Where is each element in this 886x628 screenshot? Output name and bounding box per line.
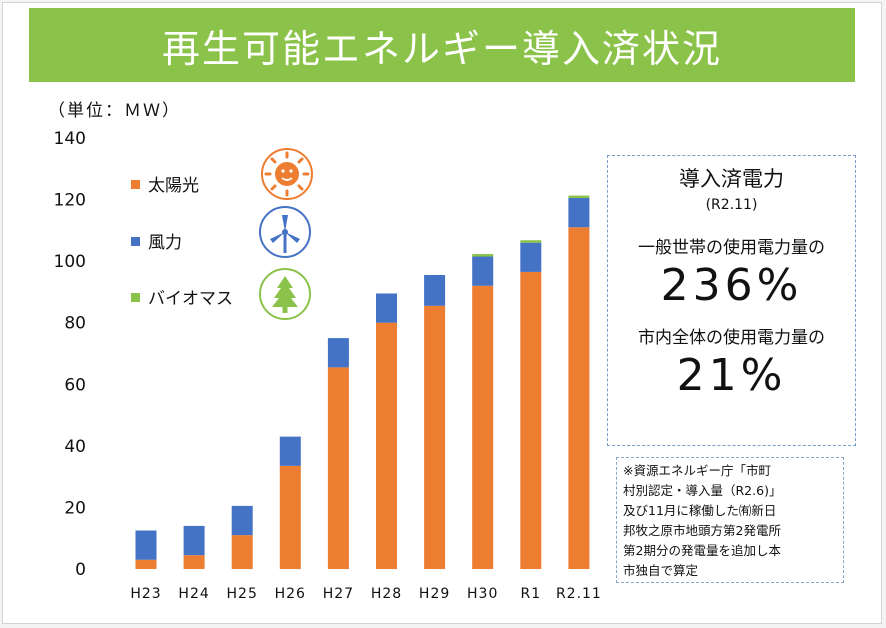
bar-segment-solar <box>231 535 253 569</box>
bar-segment-wind <box>568 198 590 228</box>
bar-segment-solar <box>376 322 397 569</box>
y-tick-label: 100 <box>54 252 86 272</box>
bar-segment-wind <box>520 242 542 272</box>
x-tick-label: H29 <box>419 586 450 602</box>
x-tick-label: R1 <box>520 586 541 602</box>
households-value: 236% <box>660 260 803 311</box>
y-tick-label: 80 <box>64 314 86 334</box>
unit-label: （単位：ＭＷ） <box>48 101 181 121</box>
bar-segment-solar <box>327 367 349 569</box>
y-tick-label: 140 <box>54 129 86 149</box>
x-axis: H23 H24 H25 H26 H27 H28 H29 H30 R1 R2.11 <box>130 586 602 602</box>
info-date: (R2.11) <box>705 197 758 213</box>
legend-label-wind: 風力 <box>148 233 182 253</box>
x-tick-label: R2.11 <box>556 586 602 602</box>
bar-segment-solar <box>424 305 446 569</box>
x-tick-label: H30 <box>467 586 498 602</box>
bar-segment-wind <box>183 525 205 556</box>
source-note: ※資源エネルギー庁「市町 村別認定・導入量（R2.6)」 及び11月に稼働した㈲… <box>616 457 844 583</box>
bar-segment-biomass <box>568 195 590 199</box>
bar-segment-solar <box>472 285 494 569</box>
note-line: 村別認定・導入量（R2.6)」 <box>623 483 782 498</box>
bar-segment-biomass <box>472 254 494 257</box>
y-tick-label: 20 <box>64 498 86 518</box>
note-line: 邦牧之原市地頭方第2発電所 <box>623 523 781 538</box>
bar-segment-wind <box>424 274 446 306</box>
bar-segment-solar <box>183 555 205 569</box>
legend: 太陽光 風力 バイオマス <box>131 176 233 309</box>
x-tick-label: H25 <box>227 586 258 602</box>
installed-power-box: 導入済電力 (R2.11) 一般世帯の使用電力量の 236% 市内全体の使用電力… <box>607 155 856 446</box>
legend-swatch-solar <box>131 180 140 189</box>
note-line: 及び11月に稼働した㈲新日 <box>623 503 777 518</box>
note-line: 市独自で算定 <box>623 563 699 578</box>
bar-segment-solar <box>568 227 590 569</box>
x-tick-label: H24 <box>178 586 209 602</box>
wind-turbine-icon <box>259 206 311 258</box>
households-caption: 一般世帯の使用電力量の <box>638 238 825 258</box>
info-heading: 導入済電力 <box>679 167 784 191</box>
y-tick-label: 40 <box>64 437 86 457</box>
legend-swatch-wind <box>131 237 140 246</box>
x-tick-label: H26 <box>275 586 306 602</box>
note-line: 第2期分の発電量を追加し本 <box>623 543 781 558</box>
city-caption: 市内全体の使用電力量の <box>638 328 825 348</box>
x-tick-label: H28 <box>371 586 402 602</box>
bar-segment-biomass <box>520 240 542 243</box>
note-line: ※資源エネルギー庁「市町 <box>623 463 771 478</box>
y-tick-label: 60 <box>64 375 86 395</box>
x-tick-label: H27 <box>323 586 354 602</box>
bar-segment-solar <box>135 559 157 569</box>
y-tick-label: 120 <box>54 191 86 211</box>
bars <box>135 195 590 569</box>
legend-label-biomass: バイオマス <box>148 289 233 309</box>
bar-segment-wind <box>231 505 253 536</box>
bar-segment-solar <box>520 271 542 569</box>
bar-segment-wind <box>376 293 397 323</box>
bar-segment-solar <box>279 465 301 569</box>
tree-icon <box>259 268 311 320</box>
x-tick-label: H23 <box>130 586 161 602</box>
city-value: 21% <box>676 350 787 401</box>
legend-label-solar: 太陽光 <box>148 176 199 196</box>
bar-segment-wind <box>472 256 494 286</box>
bar-segment-wind <box>327 338 349 368</box>
sun-icon <box>261 148 313 200</box>
y-tick-label: 0 <box>75 560 86 580</box>
y-axis: 0 20 40 60 80 100 120 140 <box>54 129 86 580</box>
legend-swatch-biomass <box>131 293 140 302</box>
bar-segment-wind <box>135 530 157 560</box>
bar-segment-wind <box>279 436 301 466</box>
slide-title: 再生可能エネルギー導入済状況 <box>29 8 855 82</box>
